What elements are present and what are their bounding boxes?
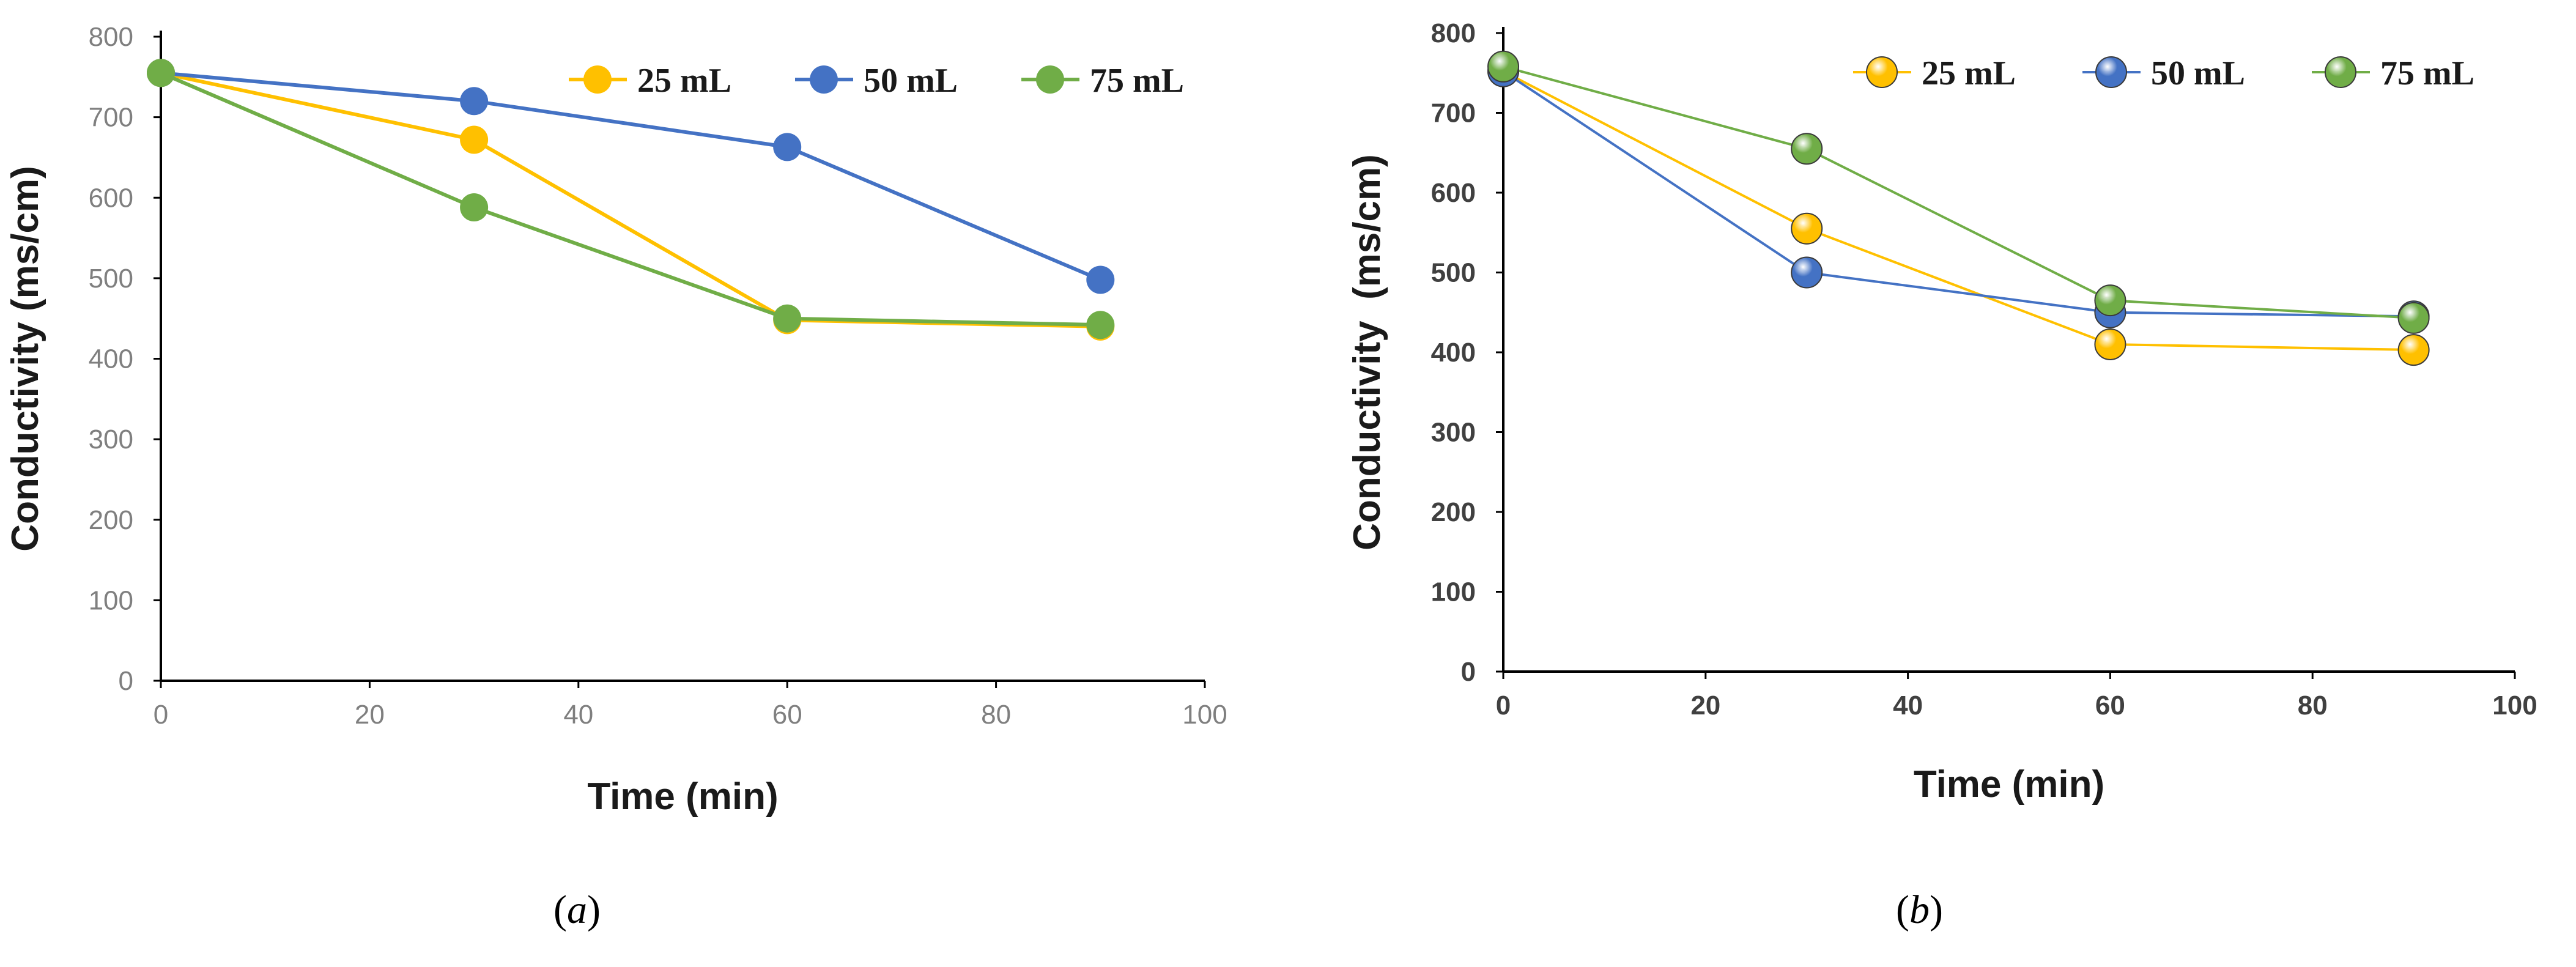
x-tick-label: 0	[1496, 691, 1511, 721]
chart-a: 0 100 200 300 400 500 600 700 800 0 20 40 60 80 100 Tim…	[4, 22, 1227, 818]
series-line-75-ml	[1503, 65, 2414, 319]
chart-b: 0 100 200 300 400 500 600 700 800 0 20 40 60 80 100 Tim…	[1346, 18, 2537, 806]
legend-label: 25 mL	[1922, 54, 2016, 92]
data-point	[773, 133, 802, 161]
x-tick-label: 60	[772, 700, 802, 730]
data-point	[460, 87, 489, 116]
legend-marker	[2325, 56, 2356, 88]
data-point	[2397, 302, 2430, 334]
y-axis-title: Conductivity (ms/cm)	[1346, 154, 1388, 550]
legend-label: 75 mL	[1090, 62, 1184, 100]
y-tick-label: 700	[1431, 98, 1476, 128]
x-tick-label: 20	[1690, 691, 1720, 721]
y-tick-label: 400	[89, 344, 133, 374]
legend-marker	[2095, 56, 2127, 88]
x-tick-label: 60	[2095, 691, 2125, 721]
legend-marker	[810, 65, 838, 94]
data-point	[1791, 133, 1823, 165]
y-tick-label: 0	[1461, 657, 1476, 687]
x-tick-label: 80	[2298, 691, 2328, 721]
series-line-50-ml	[160, 71, 1101, 282]
data-point	[1791, 256, 1823, 289]
series-line-50-ml	[1502, 70, 2414, 318]
data-point	[147, 59, 175, 87]
legend-marker	[1866, 56, 1898, 88]
y-tick-label: 800	[89, 22, 133, 52]
x-tick-label: 40	[563, 700, 593, 730]
y-tick-label: 500	[89, 264, 133, 294]
y-tick-label: 800	[1431, 18, 1476, 48]
x-axis-title: Time (min)	[587, 776, 778, 818]
legend-label: 50 mL	[864, 62, 958, 100]
y-tick-label: 200	[89, 505, 133, 535]
data-point	[460, 193, 489, 222]
y-tick-label: 100	[89, 585, 133, 615]
y-tick-label: 600	[89, 183, 133, 213]
legend-label: 75 mL	[2380, 54, 2474, 92]
data-point	[773, 304, 802, 333]
x-tick-label: 20	[355, 700, 385, 730]
panel-letter-a: a	[566, 887, 587, 932]
y-tick-label: 700	[89, 103, 133, 133]
y-tick-label: 200	[1431, 497, 1476, 527]
series-line-75-ml	[160, 71, 1101, 327]
x-tick-label: 0	[154, 700, 168, 730]
data-point	[1086, 265, 1115, 294]
data-point	[460, 125, 489, 154]
y-tick-label: 400	[1431, 338, 1476, 368]
y-tick-label: 300	[89, 424, 133, 454]
legend-marker	[1036, 65, 1064, 94]
legend-label: 25 mL	[637, 62, 731, 100]
data-point	[1791, 212, 1823, 245]
y-tick-label: 300	[1431, 418, 1476, 448]
legend-marker	[583, 65, 612, 94]
y-tick-label: 500	[1431, 258, 1476, 288]
x-tick-label: 100	[1182, 700, 1227, 730]
series-line-25-ml	[1503, 70, 2414, 352]
data-point	[2094, 284, 2126, 317]
y-tick-label: 600	[1431, 178, 1476, 208]
x-tick-label: 100	[2492, 691, 2537, 721]
series-line-25-ml	[160, 71, 1101, 328]
panel-letter-b: b	[1909, 887, 1930, 932]
x-axis-title: Time (min)	[1914, 763, 2104, 806]
data-point	[1487, 50, 1519, 83]
y-tick-label: 0	[119, 666, 133, 696]
panel-label-b: (b)	[1896, 887, 1943, 932]
data-point	[2094, 328, 2126, 360]
data-point	[1086, 311, 1115, 339]
data-point	[2397, 334, 2430, 366]
legend-label: 50 mL	[2151, 54, 2245, 92]
y-tick-label: 100	[1431, 577, 1476, 607]
x-tick-label: 80	[981, 700, 1011, 730]
y-axis-title: Conductivity (ms/cm)	[4, 166, 46, 551]
panel-label-a: (a)	[553, 887, 601, 932]
x-tick-label: 40	[1893, 691, 1923, 721]
